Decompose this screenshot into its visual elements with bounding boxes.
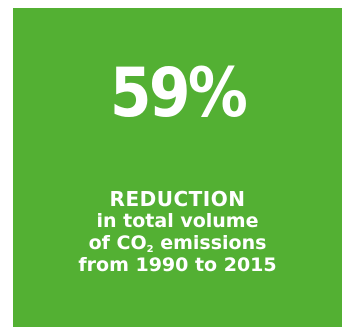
stat-description: REDUCTION in total volume of CO2 emissio…: [13, 188, 342, 276]
co2-subscript: 2: [146, 244, 154, 255]
stat-headline: REDUCTION: [109, 187, 246, 211]
stat-line-2: in total volume: [96, 210, 259, 232]
stat-line-3: of CO2 emissions: [13, 232, 342, 255]
stat-line-3-suffix: emissions: [153, 232, 267, 254]
stat-line-4: from 1990 to 2015: [78, 254, 277, 276]
stat-card: 59% REDUCTION in total volume of CO2 emi…: [13, 8, 342, 327]
stat-value: 59%: [109, 54, 248, 133]
stat-line-3-prefix: of CO: [88, 232, 147, 254]
